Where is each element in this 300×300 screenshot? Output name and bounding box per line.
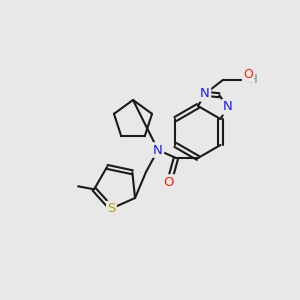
Text: O: O [164, 176, 174, 188]
Text: O: O [243, 68, 253, 81]
Text: N: N [153, 143, 163, 157]
Text: N: N [200, 87, 210, 101]
Text: N: N [223, 100, 232, 113]
Text: H: H [248, 74, 258, 86]
Text: S: S [107, 202, 116, 215]
